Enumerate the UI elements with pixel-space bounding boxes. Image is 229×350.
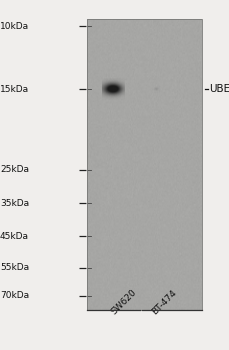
Text: 35kDa: 35kDa bbox=[0, 198, 29, 208]
Text: BT-474: BT-474 bbox=[150, 288, 179, 317]
Text: UBE2D1: UBE2D1 bbox=[210, 84, 229, 94]
Text: SW620: SW620 bbox=[109, 288, 138, 317]
Text: 70kDa: 70kDa bbox=[0, 291, 29, 300]
Text: 55kDa: 55kDa bbox=[0, 263, 29, 272]
Text: 25kDa: 25kDa bbox=[0, 165, 29, 174]
Text: 10kDa: 10kDa bbox=[0, 22, 29, 31]
Text: 15kDa: 15kDa bbox=[0, 85, 29, 94]
Text: 45kDa: 45kDa bbox=[0, 232, 29, 241]
